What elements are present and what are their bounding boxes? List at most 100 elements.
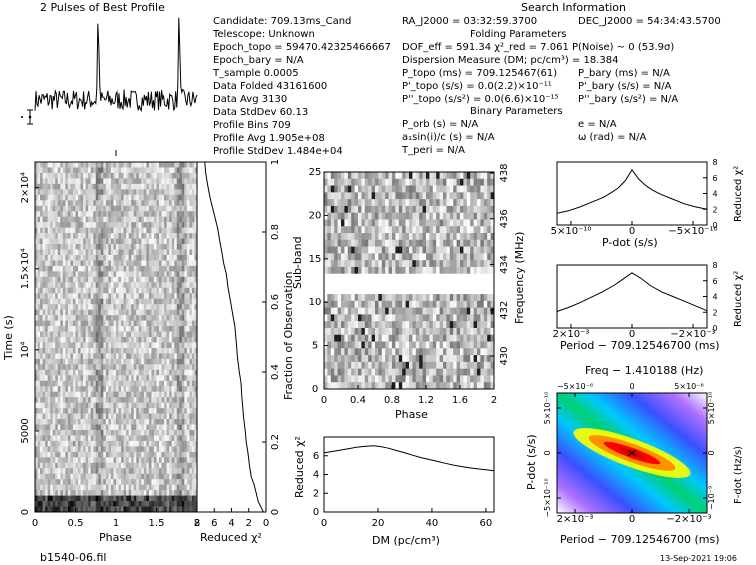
time-phase-cell — [194, 309, 198, 316]
time-phase-cell — [121, 397, 124, 403]
time-phase-cell — [113, 490, 117, 496]
time-phase-cell — [181, 457, 185, 464]
time-phase-cell — [72, 380, 76, 387]
time-phase-cell — [103, 227, 107, 234]
time-phase-cell — [181, 271, 185, 278]
time-phase-cell — [161, 369, 165, 376]
time-phase-cell — [95, 408, 99, 414]
time-phase-cell — [153, 205, 157, 212]
time-phase-cell — [194, 183, 198, 190]
time-phase-cell — [179, 462, 183, 469]
time-phase-cell — [189, 413, 193, 420]
time-phase-cell — [105, 331, 109, 338]
time-phase-cell — [108, 506, 112, 513]
time-phase-cell — [50, 419, 54, 425]
time-phase-cell — [35, 380, 38, 387]
subband-cell — [324, 212, 328, 220]
time-phase-cell — [50, 238, 54, 245]
time-phase-cell — [133, 271, 137, 278]
time-phase-cell — [93, 265, 97, 272]
time-phase-cell — [164, 397, 167, 403]
time-phase-cell — [47, 260, 51, 267]
subband-cell — [415, 239, 420, 247]
time-phase-cell — [93, 238, 97, 245]
time-phase-cell — [40, 260, 43, 267]
time-phase-cell — [128, 501, 132, 507]
time-phase-cell — [148, 326, 152, 332]
time-phase-cell — [143, 331, 147, 338]
time-phase-cell — [40, 380, 43, 387]
time-phase-cell — [143, 440, 147, 447]
time-phase-cell — [164, 211, 167, 217]
time-phase-cell — [70, 446, 74, 453]
time-phase-cell — [126, 457, 129, 464]
time-phase-cell — [103, 369, 107, 376]
subband-cell — [334, 205, 338, 213]
time-phase-cell — [176, 194, 180, 201]
time-phase-cell — [174, 249, 178, 256]
time-phase-cell — [128, 183, 132, 190]
time-phase-cell — [75, 309, 79, 316]
time-phase-cell — [72, 293, 76, 300]
time-phase-cell — [95, 446, 99, 453]
time-phase-cell — [161, 342, 165, 349]
time-phase-cell — [108, 457, 112, 464]
time-phase-cell — [138, 205, 142, 212]
time-phase-cell — [37, 429, 41, 436]
time-phase-cell — [98, 479, 102, 485]
time-phase-cell — [133, 408, 137, 414]
time-phase-cell — [113, 413, 117, 420]
subband-cell — [358, 172, 362, 180]
time-phase-cell — [108, 419, 112, 425]
time-phase-cell — [113, 222, 117, 228]
time-phase-cell — [88, 326, 91, 332]
time-phase-cell — [67, 238, 71, 245]
time-phase-cell — [62, 227, 66, 234]
time-phase-cell — [176, 419, 180, 425]
time-phase-cell — [126, 227, 129, 234]
time-phase-cell — [65, 479, 69, 485]
subband-cell — [405, 172, 410, 180]
subband-cell — [327, 172, 332, 180]
time-phase-cell — [103, 178, 107, 185]
time-phase-cell — [108, 347, 112, 354]
time-phase-cell — [95, 358, 99, 365]
time-phase-cell — [143, 178, 147, 185]
time-phase-cell — [189, 287, 193, 294]
time-phase-cell — [128, 419, 132, 425]
time-phase-cell — [105, 495, 109, 502]
time-phase-cell — [98, 397, 102, 403]
time-phase-cell — [67, 298, 71, 305]
time-phase-cell — [95, 479, 99, 485]
time-phase-cell — [62, 337, 66, 343]
time-phase-cell — [65, 183, 69, 190]
time-phase-cell — [83, 484, 86, 491]
time-phase-cell — [57, 304, 61, 310]
time-phase-cell — [159, 216, 162, 223]
time-phase-cell — [103, 304, 107, 310]
time-phase-cell — [113, 326, 117, 332]
time-phase-cell — [62, 358, 66, 365]
subband-cell — [381, 246, 386, 254]
time-phase-cell — [40, 369, 43, 376]
time-phase-cell — [75, 369, 79, 376]
time-phase-cell — [141, 468, 145, 475]
time-phase-cell — [148, 451, 152, 458]
subband-cell — [358, 219, 362, 227]
subband-cell — [446, 192, 451, 200]
time-phase-cell — [179, 490, 183, 496]
subband-cell — [375, 273, 379, 281]
time-phase-cell — [37, 222, 41, 228]
time-phase-cell — [131, 265, 135, 272]
time-phase-cell — [98, 451, 102, 458]
time-phase-cell — [83, 233, 86, 239]
time-phase-cell — [189, 265, 193, 272]
time-phase-cell — [113, 347, 117, 354]
time-phase-cell — [70, 375, 74, 382]
time-chi2-plot: 8 6 4 2 000.20.40.60.81 Reduced χ² Fraction … — [194, 159, 295, 544]
time-phase-cell — [42, 265, 46, 272]
time-phase-cell — [156, 200, 160, 207]
time-phase-cell — [78, 326, 81, 332]
time-phase-cell — [70, 408, 74, 414]
time-phase-cell — [143, 194, 147, 201]
